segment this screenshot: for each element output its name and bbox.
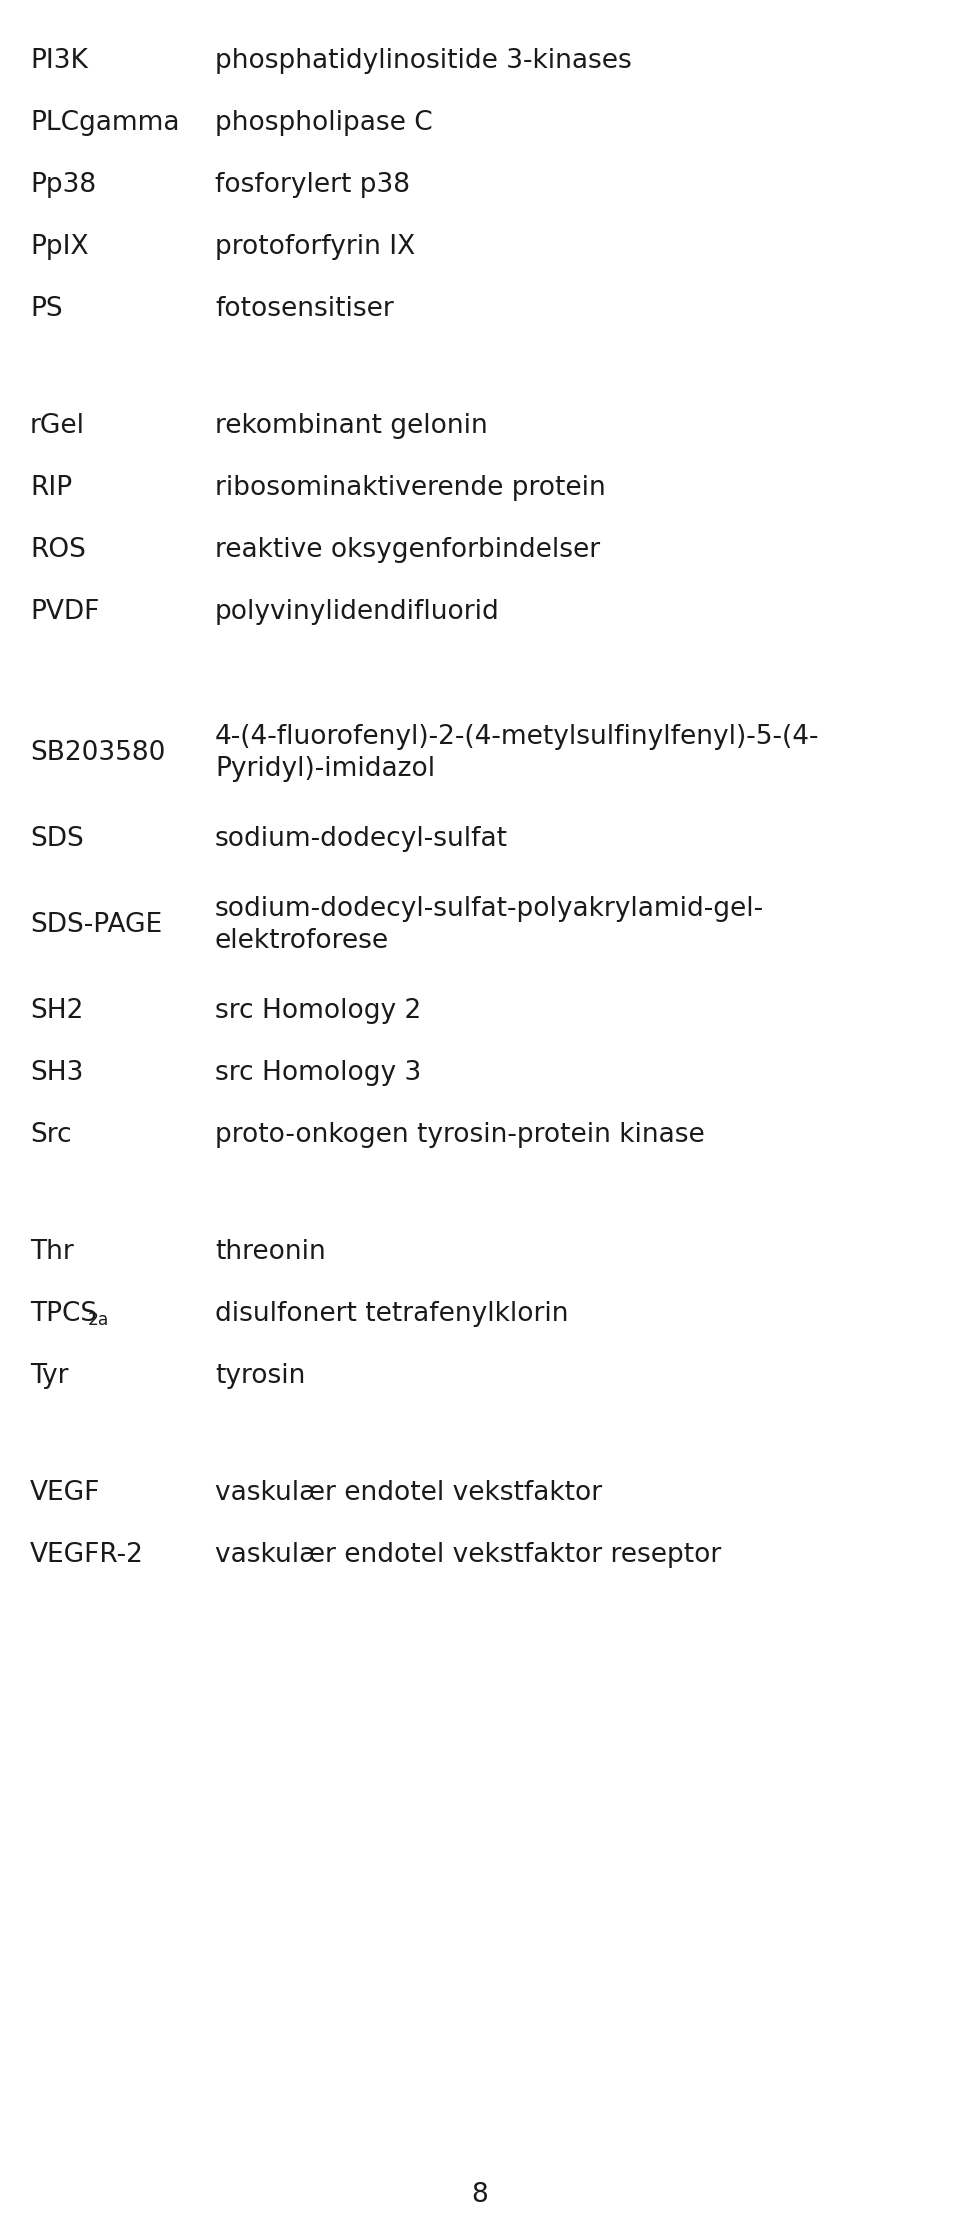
Text: protoforfyrin IX: protoforfyrin IX bbox=[215, 234, 416, 261]
Text: 2a: 2a bbox=[88, 1311, 109, 1329]
Text: tyrosin: tyrosin bbox=[215, 1363, 305, 1389]
Text: PLCgamma: PLCgamma bbox=[30, 109, 180, 136]
Text: Pp38: Pp38 bbox=[30, 172, 96, 198]
Text: ribosominaktiverende protein: ribosominaktiverende protein bbox=[215, 475, 606, 502]
Text: disulfonert tetrafenylklorin: disulfonert tetrafenylklorin bbox=[215, 1300, 568, 1327]
Text: SDS: SDS bbox=[30, 825, 84, 852]
Text: proto-onkogen tyrosin-protein kinase: proto-onkogen tyrosin-protein kinase bbox=[215, 1122, 705, 1148]
Text: Thr: Thr bbox=[30, 1240, 74, 1264]
Text: SB203580: SB203580 bbox=[30, 740, 165, 765]
Text: SH2: SH2 bbox=[30, 999, 84, 1024]
Text: VEGFR-2: VEGFR-2 bbox=[30, 1541, 144, 1568]
Text: src Homology 2: src Homology 2 bbox=[215, 999, 421, 1024]
Text: 4-(4-fluorofenyl)-2-(4-metylsulfinylfenyl)-5-(4-: 4-(4-fluorofenyl)-2-(4-metylsulfinylfeny… bbox=[215, 725, 820, 749]
Text: TPCS: TPCS bbox=[30, 1300, 97, 1327]
Text: PI3K: PI3K bbox=[30, 49, 88, 74]
Text: reaktive oksygenforbindelser: reaktive oksygenforbindelser bbox=[215, 537, 600, 562]
Text: vaskulær endotel vekstfaktor reseptor: vaskulær endotel vekstfaktor reseptor bbox=[215, 1541, 721, 1568]
Text: elektroforese: elektroforese bbox=[215, 928, 389, 954]
Text: rGel: rGel bbox=[30, 413, 85, 439]
Text: PVDF: PVDF bbox=[30, 600, 100, 624]
Text: 8: 8 bbox=[471, 2181, 489, 2208]
Text: Pyridyl)-imidazol: Pyridyl)-imidazol bbox=[215, 756, 435, 783]
Text: sodium-dodecyl-sulfat-polyakrylamid-gel-: sodium-dodecyl-sulfat-polyakrylamid-gel- bbox=[215, 896, 764, 921]
Text: Src: Src bbox=[30, 1122, 72, 1148]
Text: vaskulær endotel vekstfaktor: vaskulær endotel vekstfaktor bbox=[215, 1481, 602, 1505]
Text: threonin: threonin bbox=[215, 1240, 325, 1264]
Text: ROS: ROS bbox=[30, 537, 85, 562]
Text: phosphatidylinositide 3-kinases: phosphatidylinositide 3-kinases bbox=[215, 49, 632, 74]
Text: SH3: SH3 bbox=[30, 1059, 84, 1086]
Text: fotosensitiser: fotosensitiser bbox=[215, 297, 394, 321]
Text: SDS-PAGE: SDS-PAGE bbox=[30, 912, 162, 939]
Text: rekombinant gelonin: rekombinant gelonin bbox=[215, 413, 488, 439]
Text: VEGF: VEGF bbox=[30, 1481, 101, 1505]
Text: sodium-dodecyl-sulfat: sodium-dodecyl-sulfat bbox=[215, 825, 508, 852]
Text: PpIX: PpIX bbox=[30, 234, 88, 261]
Text: RIP: RIP bbox=[30, 475, 72, 502]
Text: PS: PS bbox=[30, 297, 62, 321]
Text: Tyr: Tyr bbox=[30, 1363, 68, 1389]
Text: src Homology 3: src Homology 3 bbox=[215, 1059, 421, 1086]
Text: polyvinylidendifluorid: polyvinylidendifluorid bbox=[215, 600, 500, 624]
Text: fosforylert p38: fosforylert p38 bbox=[215, 172, 410, 198]
Text: phospholipase C: phospholipase C bbox=[215, 109, 433, 136]
